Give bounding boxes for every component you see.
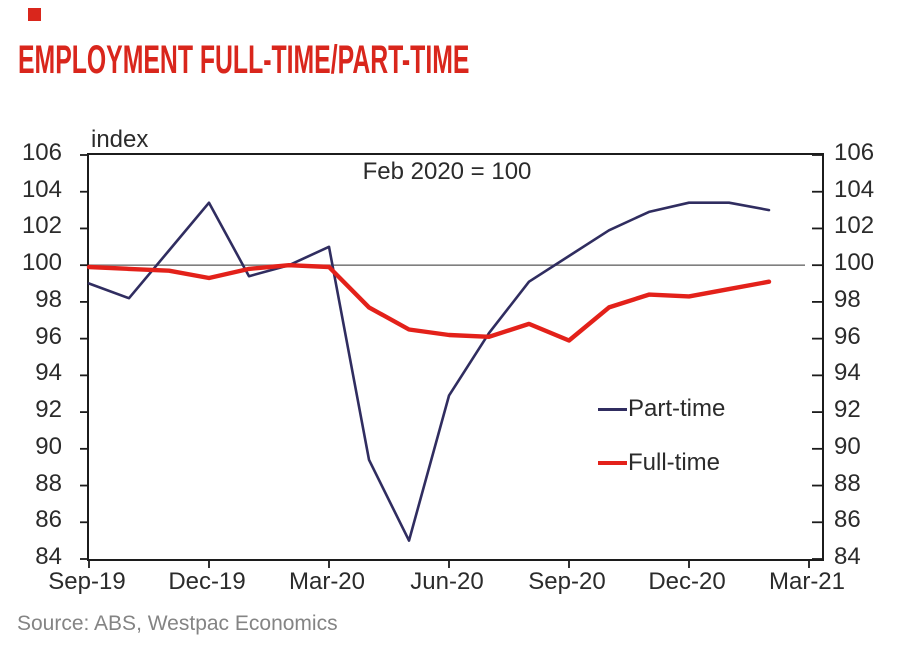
y-axis-label-right: 104 <box>834 176 875 203</box>
x-axis-label: Dec-19 <box>168 568 246 595</box>
part-time-line-swatch-icon <box>598 407 627 411</box>
x-axis-label: Dec-20 <box>648 568 726 595</box>
y-axis-label-right: 86 <box>834 506 861 533</box>
y-axis-label-left: 90 <box>35 433 62 460</box>
y-axis-label-left: 100 <box>21 249 62 276</box>
y-axis-label-left: 84 <box>35 543 62 570</box>
y-axis-label-left: 92 <box>35 396 62 423</box>
legend-item-part-time: Part-time <box>598 395 725 423</box>
series-line-part-time <box>87 201 771 542</box>
y-axis-label-left: 106 <box>21 139 62 166</box>
legend-item-full-time: Full-time <box>598 449 720 477</box>
y-axis-label-left: 94 <box>35 359 62 386</box>
legend-label-part-time: Part-time <box>628 395 726 422</box>
brand-square-icon <box>28 8 41 21</box>
y-axis-label-right: 102 <box>834 212 875 239</box>
y-axis-label-right: 94 <box>834 359 861 386</box>
y-axis-label-right: 84 <box>834 543 861 570</box>
y-axis-label-right: 98 <box>834 286 861 313</box>
source-note: Source: ABS, Westpac Economics <box>17 612 338 635</box>
chart-annotation: Feb 2020 = 100 <box>362 158 532 185</box>
page-title: EMPLOYMENT FULL-TIME/PART-TIME <box>18 38 470 82</box>
y-axis-label-right: 106 <box>834 139 875 166</box>
y-axis-label-left: 98 <box>35 286 62 313</box>
x-axis-label: Mar-20 <box>288 568 366 595</box>
full-time-line-swatch-icon <box>598 461 627 465</box>
y-axis-label-left: 102 <box>21 212 62 239</box>
y-axis-label-left: 86 <box>35 506 62 533</box>
y-axis-unit-label: index <box>91 126 149 153</box>
y-axis-label-left: 104 <box>21 176 62 203</box>
y-axis-label-right: 90 <box>834 433 861 460</box>
chart-canvas <box>80 154 822 568</box>
x-axis-label: Sep-19 <box>48 568 126 595</box>
y-axis-label-left: 88 <box>35 470 62 497</box>
x-axis-label: Sep-20 <box>528 568 606 595</box>
legend-label-full-time: Full-time <box>628 449 721 476</box>
y-axis-label-left: 96 <box>35 323 62 350</box>
x-axis-label: Mar-21 <box>768 568 846 595</box>
x-axis-label: Jun-20 <box>410 568 484 595</box>
y-axis-label-right: 88 <box>834 470 861 497</box>
series-line-full-time <box>86 262 772 343</box>
plot-area <box>80 153 824 568</box>
y-axis-label-right: 100 <box>834 249 875 276</box>
y-axis-label-right: 96 <box>834 323 861 350</box>
y-axis-label-right: 92 <box>834 396 861 423</box>
